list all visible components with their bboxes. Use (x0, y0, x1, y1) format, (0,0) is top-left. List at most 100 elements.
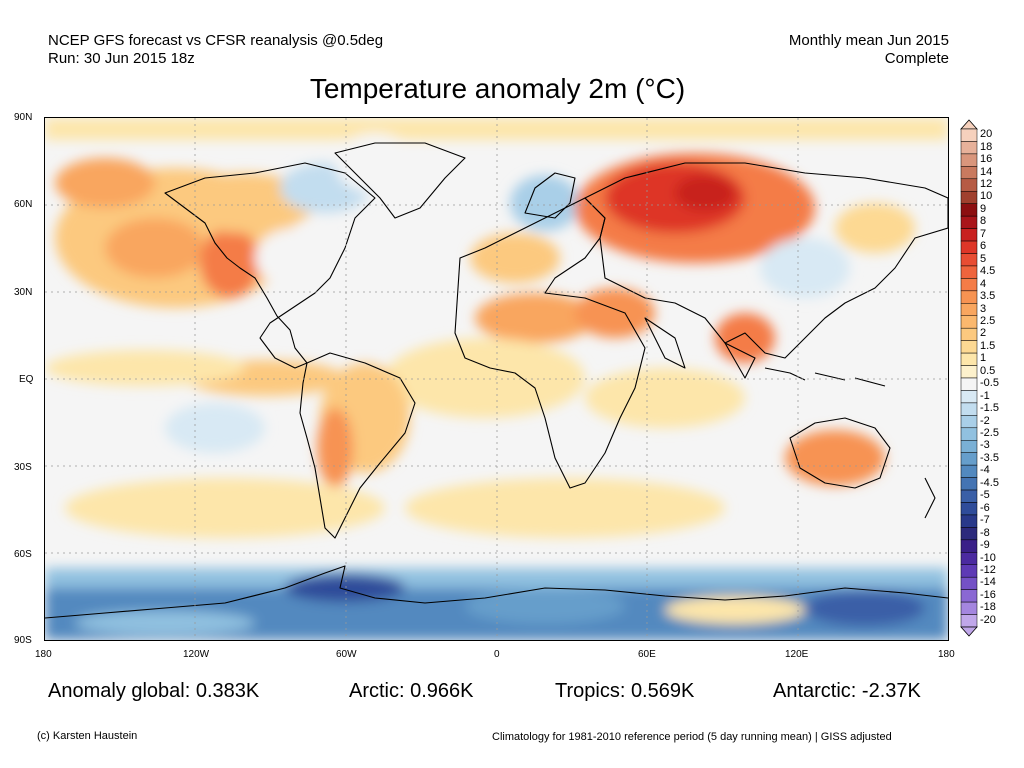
colorbar-tick-label: 3 (980, 302, 987, 315)
lat-label: 30N (14, 287, 33, 298)
colorbar-swatch (960, 464, 978, 478)
run-time: Run: 30 Jun 2015 18z (48, 50, 195, 67)
colorbar-swatch (960, 552, 978, 565)
colorbar-swatch (960, 240, 978, 254)
colorbar-swatch (960, 128, 978, 142)
lat-label: 90N (14, 112, 33, 123)
colorbar-tick-label: -18 (980, 601, 996, 614)
colorbar-tick-label: -3.5 (980, 451, 999, 464)
lat-label: 60S (14, 549, 32, 560)
anomaly-field (45, 118, 948, 640)
colorbar-tick-label: 8 (980, 215, 987, 228)
colorbar-tick-label: 1.5 (980, 339, 996, 352)
colorbar-swatch (960, 327, 978, 341)
colorbar-swatch (960, 402, 978, 416)
colorbar-tick-label: -1.5 (980, 402, 999, 415)
colorbar-tick-label: 5 (980, 252, 987, 265)
colorbar-swatch (960, 215, 978, 229)
colorbar-tick-label: 2 (980, 327, 987, 340)
lon-label: 120W (183, 649, 210, 660)
colorbar-tick-label: 18 (980, 140, 993, 153)
copyright: (c) Karsten Haustein (37, 730, 138, 742)
colorbar-swatch (960, 489, 978, 503)
colorbar (960, 119, 978, 637)
colorbar-swatch (960, 178, 978, 192)
colorbar-tick-label: 7 (980, 227, 987, 240)
global-anomaly: Anomaly global: 0.383K (48, 680, 260, 702)
tropics-anomaly: Tropics: 0.569K (555, 680, 695, 702)
colorbar-swatch (960, 303, 978, 317)
colorbar-swatch (960, 440, 978, 453)
coastlines (45, 142, 948, 619)
colorbar-swatch (960, 278, 978, 292)
colorbar-tick-label: 16 (980, 153, 993, 166)
colorbar-swatch (960, 265, 978, 279)
colorbar-tick-label: 6 (980, 240, 987, 253)
colorbar-tick-label: -16 (980, 588, 996, 601)
colorbar-swatch (960, 452, 978, 466)
colorbar-tick-label: -6 (980, 501, 990, 514)
colorbar-tick-label: 3.5 (980, 290, 996, 303)
colorbar-tick-label: -9 (980, 539, 990, 552)
colorbar-swatch (960, 290, 978, 304)
colorbar-tick-label: -5 (980, 489, 990, 502)
lon-label: 180 (938, 649, 955, 660)
climatology-note: Climatology for 1981-2010 reference peri… (492, 731, 892, 743)
model-description: NCEP GFS forecast vs CFSR reanalysis @0.… (48, 32, 384, 49)
lat-label: 90S (14, 635, 32, 646)
colorbar-swatch (960, 589, 978, 603)
colorbar-swatch (960, 539, 978, 553)
colorbar-swatch (960, 502, 978, 516)
colorbar-swatch (960, 141, 978, 155)
colorbar-tick-label: 1 (980, 352, 987, 365)
colorbar-tick-label: 4 (980, 277, 987, 290)
colorbar-tick-label: -8 (980, 526, 990, 539)
lon-label: 0 (494, 649, 500, 660)
lon-label: 120E (785, 649, 809, 660)
colorbar-tick-label: -12 (980, 563, 996, 576)
lon-label: 180 (35, 649, 52, 660)
colorbar-tick-label: -0.5 (980, 377, 999, 390)
colorbar-swatch (960, 228, 978, 242)
graticule (45, 118, 948, 640)
colorbar-swatch (960, 564, 978, 578)
colorbar-tick-label: 14 (980, 165, 993, 178)
colorbar-swatch (960, 352, 978, 366)
colorbar-swatch (960, 166, 978, 180)
colorbar-swatch (960, 377, 978, 391)
colorbar-swatch (960, 527, 978, 541)
colorbar-tick-label: 9 (980, 202, 987, 215)
colorbar-tick-label: -3 (980, 439, 990, 452)
colorbar-swatch (960, 153, 978, 167)
colorbar-swatch (960, 315, 978, 329)
colorbar-tick-label: -4.5 (980, 476, 999, 489)
period-label: Monthly mean Jun 2015 (788, 32, 949, 49)
colorbar-tick-label: 0.5 (980, 364, 996, 377)
colorbar-swatch (960, 415, 978, 429)
colorbar-swatch (960, 191, 978, 204)
anomaly-map (44, 117, 949, 641)
colorbar-tick-label: -14 (980, 576, 996, 589)
colorbar-tick-label: 4.5 (980, 265, 996, 278)
colorbar-swatch (960, 477, 978, 491)
colorbar-tick-label: -4 (980, 464, 990, 477)
colorbar-max-arrow (960, 119, 978, 130)
colorbar-swatch (960, 614, 978, 628)
colorbar-swatch (960, 390, 978, 404)
colorbar-swatch (960, 427, 978, 441)
colorbar-tick-label: 12 (980, 178, 993, 191)
colorbar-tick-label: -1 (980, 389, 990, 402)
colorbar-swatch (960, 514, 978, 528)
colorbar-tick-label: -7 (980, 514, 990, 527)
colorbar-tick-label: 20 (980, 128, 993, 141)
colorbar-swatch (960, 253, 978, 267)
lat-label: 30S (14, 462, 32, 473)
colorbar-swatch (960, 203, 978, 217)
lat-label: EQ (19, 374, 34, 385)
colorbar-tick-label: -2 (980, 414, 990, 427)
colorbar-min-arrow (960, 626, 978, 637)
lat-label: 60N (14, 199, 33, 210)
colorbar-swatch (960, 340, 978, 354)
colorbar-tick-label: 2.5 (980, 314, 996, 327)
colorbar-tick-label: -2.5 (980, 427, 999, 440)
